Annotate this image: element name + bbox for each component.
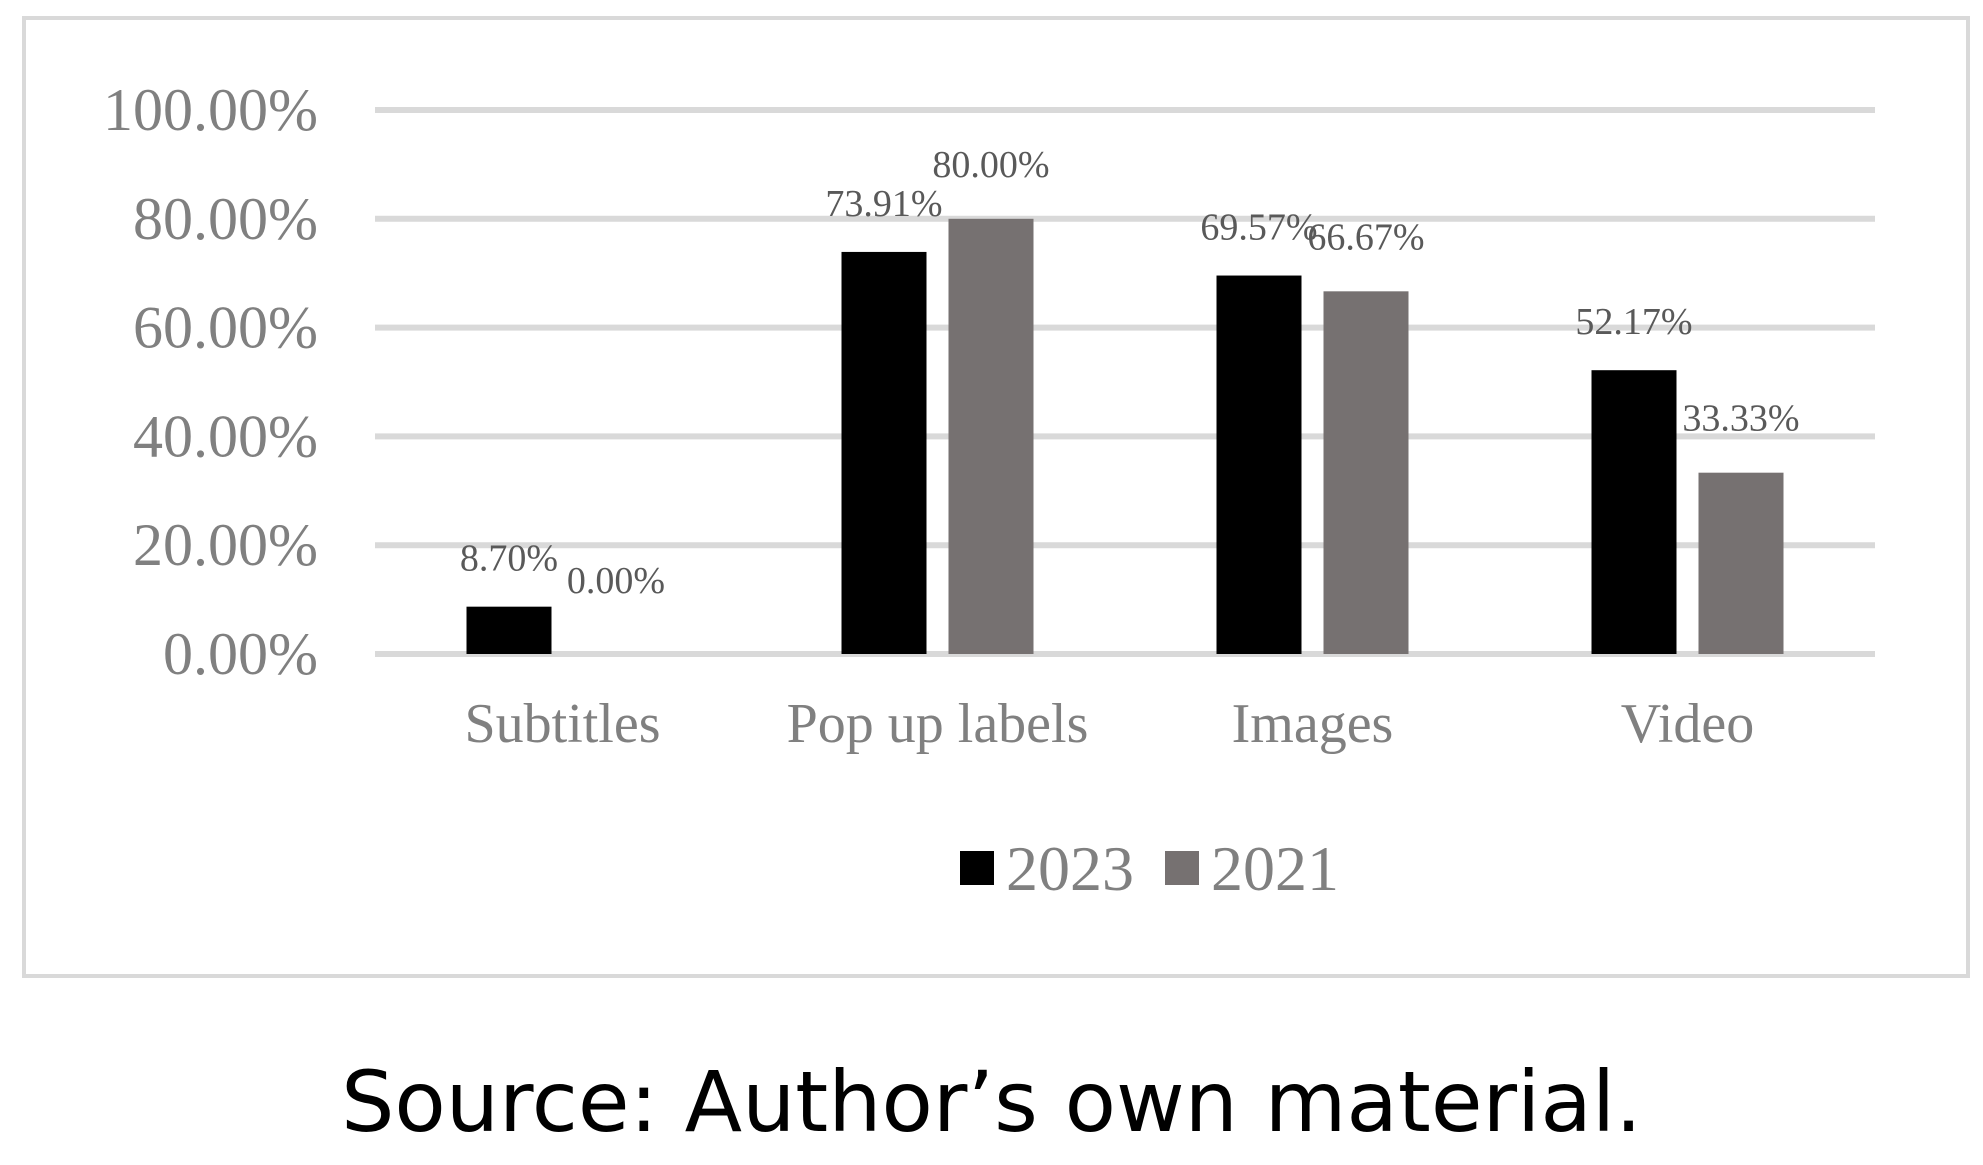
- legend-label: 2023: [1006, 833, 1134, 904]
- bar-2023-video: [1591, 370, 1677, 654]
- source-caption: Source: Author’s own material.: [341, 1053, 1642, 1151]
- x-tick-label: Images: [1232, 693, 1394, 755]
- data-label: 52.17%: [1575, 301, 1692, 343]
- x-axis-ticks: Subtitles Pop up labels Images Video: [464, 693, 1754, 755]
- data-label: 33.33%: [1682, 398, 1799, 440]
- y-tick-label: 60.00%: [133, 295, 318, 361]
- bars: [466, 218, 1784, 655]
- data-label: 80.00%: [932, 144, 1049, 186]
- legend-swatch: [1165, 851, 1199, 885]
- y-tick-label: 20.00%: [133, 512, 318, 578]
- data-label: 73.91%: [825, 183, 942, 225]
- bar-2021-pop-up-labels: [948, 218, 1034, 655]
- bar-2023-pop-up-labels: [841, 251, 927, 654]
- y-tick-label: 0.00%: [163, 621, 318, 687]
- data-label: 0.00%: [567, 560, 665, 602]
- data-label: 8.70%: [460, 538, 558, 580]
- data-label: 69.57%: [1200, 207, 1317, 249]
- x-tick-label: Subtitles: [464, 693, 660, 755]
- y-axis-ticks: 0.00% 20.00% 40.00% 60.00% 80.00% 100.00%: [103, 77, 318, 687]
- bar-2023-subtitles: [466, 606, 552, 654]
- y-tick-label: 100.00%: [103, 77, 318, 143]
- bar-2021-video: [1698, 472, 1784, 654]
- y-tick-label: 80.00%: [133, 186, 318, 252]
- legend-swatch: [960, 851, 994, 885]
- data-labels: 8.70%0.00% 73.91%80.00% 69.57%66.67% 52.17%…: [460, 144, 1800, 602]
- legend: 2023 2021: [960, 833, 1339, 904]
- data-label: 66.67%: [1307, 216, 1424, 258]
- legend-label: 2021: [1211, 833, 1339, 904]
- x-tick-label: Video: [1621, 693, 1755, 755]
- bar-2023-images: [1216, 275, 1302, 654]
- x-tick-label: Pop up labels: [787, 693, 1089, 755]
- y-tick-label: 40.00%: [133, 403, 318, 469]
- bar-2021-images: [1323, 291, 1409, 654]
